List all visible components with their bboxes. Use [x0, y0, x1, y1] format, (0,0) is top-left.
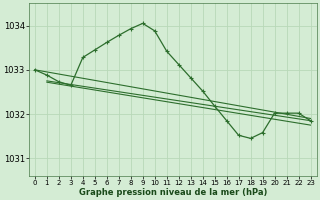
X-axis label: Graphe pression niveau de la mer (hPa): Graphe pression niveau de la mer (hPa) — [78, 188, 267, 197]
